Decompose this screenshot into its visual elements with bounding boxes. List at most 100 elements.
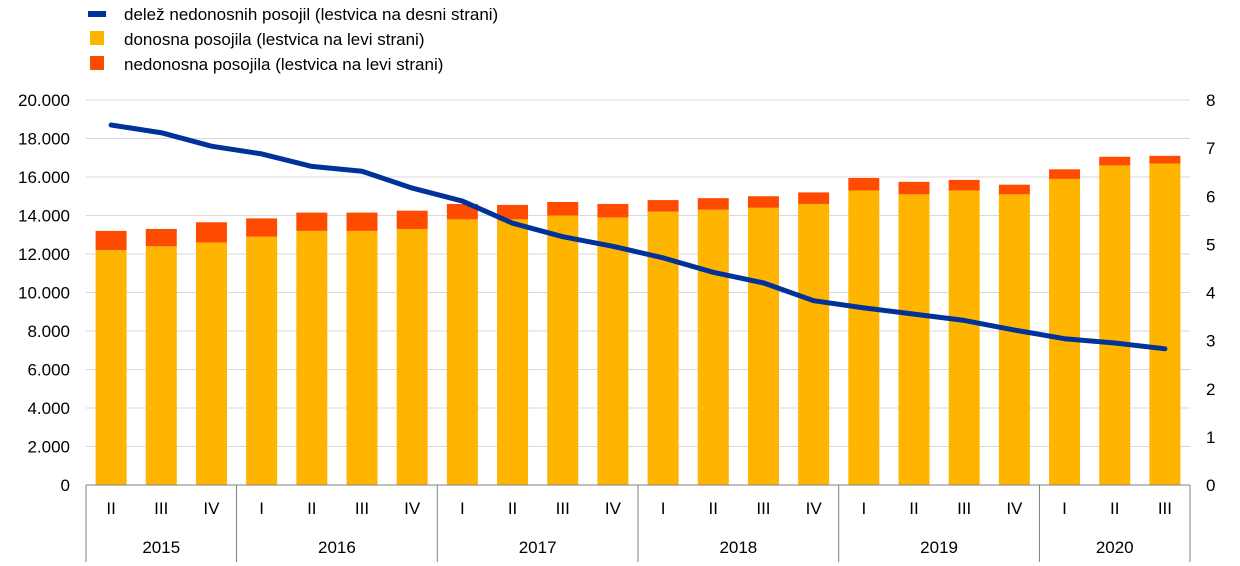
- bar-nonperforming: [296, 212, 328, 231]
- bar-nonperforming: [1049, 169, 1081, 179]
- bar-performing: [195, 242, 227, 485]
- x-tick-label: III: [355, 499, 369, 518]
- x-tick-label: I: [460, 499, 465, 518]
- x-tick-label: IV: [806, 499, 823, 518]
- bar-nonperforming: [647, 200, 679, 212]
- bar-nonperforming: [848, 177, 880, 191]
- bar-performing: [95, 250, 127, 485]
- bar-performing: [446, 219, 478, 485]
- y-right-tick-label: 3: [1206, 332, 1215, 351]
- legend-line-swatch: [88, 11, 106, 17]
- x-tick-label: III: [1158, 499, 1172, 518]
- bar-nonperforming: [1149, 155, 1181, 164]
- y-left-tick-label: 18.000: [18, 130, 70, 149]
- bar-nonperforming: [145, 228, 177, 247]
- x-tick-label: III: [154, 499, 168, 518]
- y-left-tick-label: 8.000: [27, 322, 70, 341]
- bar-performing: [246, 236, 278, 485]
- x-tick-label: II: [909, 499, 918, 518]
- ratio-line: [108, 122, 1168, 352]
- bar-performing: [798, 203, 830, 485]
- y-left-tick-label: 16.000: [18, 168, 70, 187]
- x-tick-label: IV: [1006, 499, 1023, 518]
- bar-performing: [1049, 178, 1081, 486]
- bar-performing: [597, 217, 629, 486]
- x-year-label: 2020: [1096, 538, 1134, 557]
- bar-performing: [697, 209, 729, 485]
- bar-nonperforming: [547, 202, 579, 216]
- x-tick-label: IV: [404, 499, 421, 518]
- legend-square-swatch: [90, 31, 104, 45]
- bar-nonperforming: [948, 179, 980, 191]
- x-year-label: 2016: [318, 538, 356, 557]
- x-tick-label: III: [556, 499, 570, 518]
- legend-label: nedonosna posojila (lestvica na levi str…: [124, 55, 443, 74]
- y-right-tick-label: 1: [1206, 428, 1215, 447]
- bar-performing: [547, 215, 579, 485]
- y-left-tick-label: 0: [61, 476, 70, 495]
- bar-performing: [497, 219, 529, 485]
- x-tick-label: I: [861, 499, 866, 518]
- bar-performing: [346, 230, 378, 485]
- bar-nonperforming: [95, 230, 127, 251]
- bar-performing: [898, 194, 930, 485]
- x-year-label: 2017: [519, 538, 557, 557]
- bar-performing: [747, 207, 779, 486]
- x-tick-label: IV: [203, 499, 220, 518]
- bar-performing: [1099, 165, 1131, 485]
- y-right-tick-label: 2: [1206, 380, 1215, 399]
- x-tick-label: I: [661, 499, 666, 518]
- y-right-tick-label: 6: [1206, 187, 1215, 206]
- y-right-tick-label: 0: [1206, 476, 1215, 495]
- y-right-tick-label: 5: [1206, 235, 1215, 254]
- y-left-tick-label: 12.000: [18, 245, 70, 264]
- legend: delež nedonosnih posojil (lestvica na de…: [88, 5, 498, 74]
- bar-performing: [296, 230, 328, 485]
- x-year-label: 2015: [142, 538, 180, 557]
- y-left-tick-label: 20.000: [18, 91, 70, 110]
- legend-label: donosna posojila (lestvica na levi stran…: [124, 30, 425, 49]
- x-tick-label: IV: [605, 499, 622, 518]
- x-tick-label: II: [508, 499, 517, 518]
- bar-performing: [848, 190, 880, 485]
- bar-performing: [1149, 163, 1181, 485]
- bar-nonperforming: [1099, 156, 1131, 166]
- bar-performing: [948, 190, 980, 485]
- bar-nonperforming: [195, 222, 227, 243]
- y-left-tick-label: 10.000: [18, 284, 70, 303]
- y-left-tick-label: 14.000: [18, 207, 70, 226]
- y-left-tick-label: 4.000: [27, 399, 70, 418]
- x-tick-label: I: [259, 499, 264, 518]
- y-right-tick-label: 4: [1206, 284, 1215, 303]
- bar-nonperforming: [497, 204, 529, 220]
- bar-performing: [998, 194, 1030, 485]
- x-tick-label: II: [1110, 499, 1119, 518]
- y-right-tick-label: 8: [1206, 91, 1215, 110]
- x-year-label: 2019: [920, 538, 958, 557]
- y-right-tick-label: 7: [1206, 139, 1215, 158]
- bar-performing: [396, 228, 428, 485]
- x-tick-label: II: [709, 499, 718, 518]
- legend-square-swatch: [90, 56, 104, 70]
- x-tick-label: II: [106, 499, 115, 518]
- axes: 0 2.000 4.000 6.000 8.000 10.000 12.000 14.000 1…: [18, 91, 1215, 562]
- bar-nonperforming: [346, 212, 378, 231]
- x-tick-label: III: [957, 499, 971, 518]
- bar-nonperforming: [697, 198, 729, 210]
- y-left-tick-label: 2.000: [27, 438, 70, 457]
- bars: [95, 155, 1181, 486]
- x-tick-label: III: [756, 499, 770, 518]
- bar-performing: [647, 211, 679, 485]
- x-tick-label: I: [1062, 499, 1067, 518]
- bar-nonperforming: [747, 196, 779, 208]
- legend-label: delež nedonosnih posojil (lestvica na de…: [124, 5, 498, 24]
- bar-nonperforming: [798, 192, 830, 204]
- bar-nonperforming: [446, 203, 478, 220]
- x-tick-label: II: [307, 499, 316, 518]
- bar-nonperforming: [597, 203, 629, 218]
- bar-nonperforming: [898, 181, 930, 195]
- bar-performing: [145, 246, 177, 485]
- ratio-line-path: [108, 122, 1168, 352]
- y-left-tick-label: 6.000: [27, 361, 70, 380]
